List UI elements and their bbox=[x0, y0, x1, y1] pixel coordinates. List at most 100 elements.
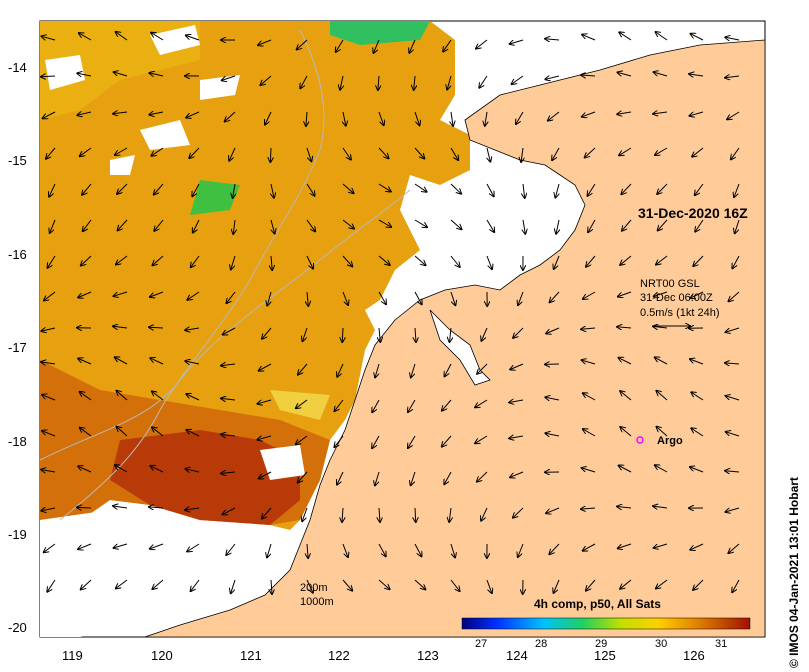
current-arrow bbox=[342, 327, 343, 342]
current-arrow bbox=[408, 435, 416, 448]
current-arrow bbox=[554, 255, 560, 269]
current-arrow bbox=[378, 291, 386, 304]
current-arrow bbox=[221, 364, 236, 366]
current-arrow bbox=[653, 326, 668, 328]
current-arrow bbox=[447, 75, 452, 90]
current-arrow bbox=[113, 326, 128, 328]
current-arrow bbox=[656, 255, 668, 265]
current-arrow bbox=[41, 76, 56, 77]
x-tick-label: 124 bbox=[506, 648, 528, 663]
current-arrow bbox=[307, 543, 308, 558]
current-arrow bbox=[583, 429, 596, 437]
current-arrow bbox=[450, 291, 455, 305]
current-arrow bbox=[552, 147, 560, 160]
current-arrow bbox=[545, 397, 560, 400]
current-arrow bbox=[80, 392, 92, 401]
current-arrow bbox=[80, 428, 92, 437]
current-arrow bbox=[374, 39, 380, 53]
current-arrow bbox=[223, 507, 236, 514]
current-arrow bbox=[411, 363, 416, 377]
current-arrow bbox=[657, 427, 668, 437]
current-arrow bbox=[150, 358, 164, 365]
current-arrow bbox=[78, 359, 92, 365]
colorbar-gradient bbox=[461, 617, 751, 630]
current-arrow bbox=[114, 291, 128, 296]
current-arrow bbox=[582, 360, 596, 365]
current-arrow bbox=[117, 183, 128, 194]
current-arrow bbox=[415, 327, 416, 342]
current-arrow bbox=[726, 327, 740, 332]
current-arrow bbox=[486, 255, 492, 269]
current-arrow bbox=[653, 506, 668, 508]
current-arrow bbox=[509, 400, 524, 403]
current-arrow bbox=[231, 579, 236, 593]
current-arrow bbox=[619, 358, 632, 365]
current-arrow bbox=[481, 507, 488, 521]
current-arrow bbox=[78, 466, 92, 473]
current-arrow bbox=[186, 35, 200, 41]
current-arrow bbox=[302, 507, 308, 521]
current-arrow bbox=[296, 399, 308, 408]
current-arrow bbox=[152, 391, 164, 401]
current-arrow bbox=[444, 471, 452, 484]
current-arrow bbox=[258, 399, 272, 404]
current-arrow bbox=[303, 327, 308, 341]
depth-legend-200: 200m bbox=[300, 582, 328, 594]
current-arrow bbox=[657, 183, 668, 194]
current-arrow bbox=[618, 543, 632, 548]
current-arrow bbox=[655, 357, 668, 365]
current-arrow bbox=[725, 363, 740, 364]
y-tick-label: -18 bbox=[8, 434, 27, 449]
current-arrow bbox=[486, 183, 494, 196]
current-arrow bbox=[695, 219, 704, 232]
current-arrow bbox=[450, 579, 460, 591]
current-arrow bbox=[693, 579, 704, 590]
current-arrow bbox=[42, 36, 56, 40]
current-arrow bbox=[414, 75, 415, 90]
y-tick-label: -17 bbox=[8, 340, 27, 355]
current-arrow bbox=[620, 255, 632, 265]
current-arrow bbox=[42, 395, 56, 401]
current-arrow bbox=[375, 363, 380, 377]
current-arrow bbox=[259, 363, 272, 371]
current-arrow bbox=[486, 579, 492, 593]
current-arrow bbox=[618, 72, 632, 76]
y-tick-label: -15 bbox=[8, 153, 27, 168]
current-arrow bbox=[656, 32, 668, 41]
current-arrow bbox=[546, 507, 560, 513]
current-arrow bbox=[265, 111, 272, 125]
current-arrow bbox=[342, 219, 354, 229]
current-arrow bbox=[620, 579, 632, 589]
current-arrow bbox=[728, 543, 740, 553]
sst-field bbox=[40, 21, 470, 637]
current-arrow bbox=[149, 112, 164, 115]
y-tick-label: -20 bbox=[8, 620, 27, 635]
colorbar-tick: 27 bbox=[475, 638, 487, 650]
current-arrow bbox=[691, 392, 704, 401]
current-arrow bbox=[583, 393, 596, 401]
current-arrow bbox=[296, 435, 308, 444]
current-arrow bbox=[378, 579, 390, 589]
current-arrow bbox=[343, 111, 346, 126]
current-arrow bbox=[379, 327, 380, 342]
current-arrow bbox=[734, 183, 740, 197]
current-arrow bbox=[77, 73, 92, 76]
current-arrow bbox=[378, 543, 386, 556]
current-arrow bbox=[622, 219, 632, 231]
current-arrow bbox=[116, 579, 128, 588]
current-arrow bbox=[546, 327, 560, 334]
current-arrow bbox=[581, 75, 596, 76]
current-arrow bbox=[378, 111, 384, 125]
colorbar-tick: 28 bbox=[535, 638, 547, 650]
current-arrow bbox=[187, 291, 200, 300]
current-info-line1: NRT00 GSL bbox=[640, 278, 700, 290]
current-arrow bbox=[151, 147, 164, 156]
current-arrow bbox=[658, 219, 668, 230]
current-arrow bbox=[80, 147, 92, 156]
current-arrow bbox=[726, 507, 740, 512]
current-arrow bbox=[221, 398, 236, 400]
current-arrow bbox=[116, 32, 128, 41]
current-arrow bbox=[582, 111, 596, 117]
current-info: NRT00 GSL 31-Dec 06:00Z 0.5m/s (1kt 24h) bbox=[640, 278, 719, 326]
